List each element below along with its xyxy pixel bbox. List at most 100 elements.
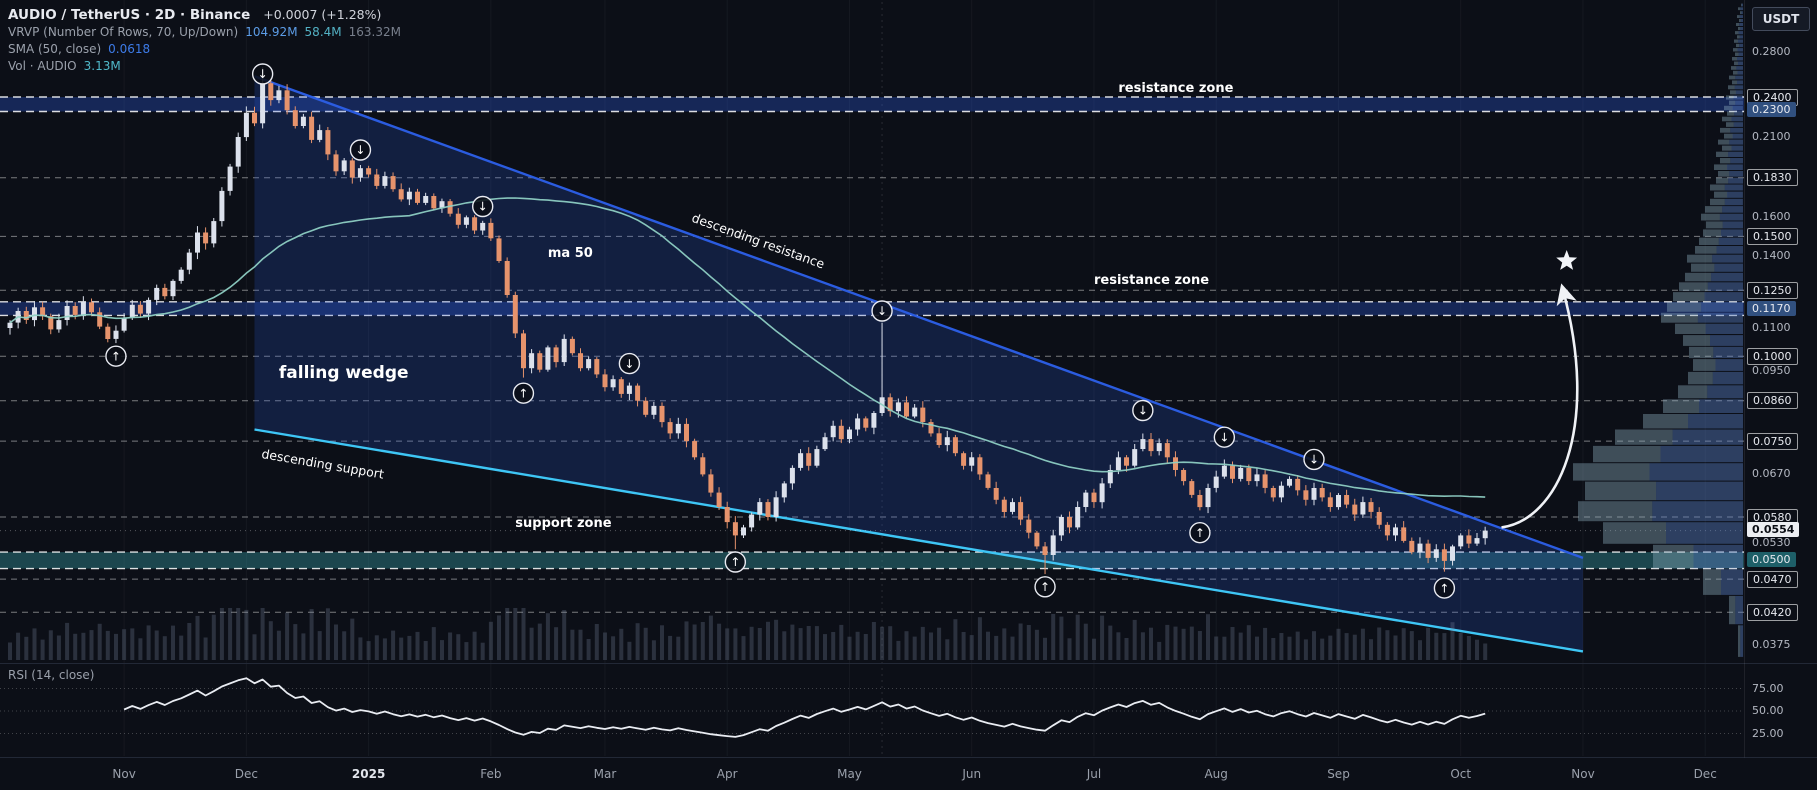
volume-bar — [660, 625, 664, 660]
candle-body — [1238, 467, 1244, 479]
down-arrow-marker[interactable]: ↓ — [1132, 399, 1154, 422]
price-axis-label: 0.0375 — [1752, 638, 1791, 652]
volume-bar — [1206, 614, 1210, 660]
volume-bar — [1312, 631, 1316, 660]
candle-body — [439, 201, 445, 209]
volume-bar — [757, 628, 762, 660]
candle-body — [333, 154, 339, 172]
time-axis[interactable]: Nov Dec 2025 Feb Mar Apr May Jun Jul Aug Sep Oct Nov… — [0, 758, 1817, 790]
candle-body — [276, 90, 282, 101]
up-arrow-marker[interactable]: ↑ — [105, 345, 127, 367]
down-arrow-marker[interactable]: ↓ — [251, 63, 274, 85]
volume-bar — [904, 631, 909, 660]
vrvp-row-down — [1738, 61, 1743, 66]
vrvp-row-down — [1733, 122, 1743, 127]
price-axis-label: 0.0860 — [1747, 392, 1798, 410]
descending-resistance-line[interactable] — [254, 75, 1584, 560]
volume-bar — [187, 623, 192, 660]
legend-vrvp-row[interactable]: VRVP (Number Of Rows, 70, Up/Down) 104.9… — [8, 24, 401, 41]
vrvp-row-up — [1738, 27, 1741, 31]
candle-body — [1067, 517, 1072, 528]
rsi-line[interactable] — [123, 677, 1486, 738]
vrvp-row-down — [1713, 346, 1743, 359]
candle-body — [1034, 532, 1040, 547]
price-axis[interactable]: 0.2800 0.2400 0.2300 0.2100 0.1830 0.1600 0.15… — [1744, 0, 1817, 758]
vrvp-row-down — [1730, 158, 1743, 164]
vrvp-row-up — [1615, 429, 1673, 445]
vrvp-row-up — [1729, 100, 1736, 105]
up-arrow-marker[interactable]: ↑ — [724, 551, 747, 573]
legend-symbol-row[interactable]: AUDIO / TetherUS · 2D · Binance +0.0007 … — [8, 6, 401, 24]
volume-bar — [114, 633, 118, 660]
volume-bar — [431, 627, 436, 660]
rsi-indicator-title[interactable]: RSI (14, close) — [8, 668, 95, 682]
candle-body — [806, 453, 812, 466]
volume-bar — [611, 636, 616, 660]
descending-support-line[interactable] — [254, 428, 1584, 653]
ma50-label[interactable]: ma 50 — [547, 245, 593, 261]
resistance-zone-upper-band[interactable] — [0, 97, 1744, 112]
currency-toggle-button[interactable]: USDT — [1752, 7, 1810, 31]
up-arrow-marker[interactable]: ↑ — [512, 382, 535, 404]
resistance-zone-mid-label[interactable]: resistance zone — [1094, 272, 1210, 288]
candle-body — [203, 232, 209, 244]
volume-bar — [847, 636, 852, 660]
resistance-zone-upper-label[interactable]: resistance zone — [1118, 80, 1234, 96]
up-arrow-marker[interactable]: ↑ — [1189, 522, 1211, 544]
candle-body — [463, 217, 469, 225]
down-arrow-marker[interactable]: ↓ — [349, 139, 372, 161]
candle-body — [569, 338, 575, 354]
breakout-arrow[interactable] — [1501, 283, 1579, 529]
volume-bar — [1271, 638, 1276, 660]
candle-body — [716, 492, 722, 507]
star-marker[interactable] — [1556, 250, 1578, 270]
vrvp-row-up — [1727, 111, 1735, 116]
candle-body — [1010, 502, 1015, 512]
up-arrow-marker[interactable]: ↑ — [1034, 576, 1056, 598]
candle-body — [260, 83, 266, 124]
candle-body — [1417, 543, 1423, 553]
sma-line[interactable] — [9, 197, 1486, 498]
down-arrow-marker[interactable]: ↓ — [1213, 426, 1236, 448]
down-arrow-marker[interactable]: ↓ — [618, 352, 641, 375]
down-arrow-marker[interactable]: ↓ — [472, 195, 494, 218]
candle-body — [651, 405, 657, 415]
svg-text:↑: ↑ — [730, 555, 740, 569]
vrvp-row-down — [1701, 302, 1743, 312]
vrvp-row-up — [1724, 105, 1733, 111]
candle-body — [863, 418, 869, 428]
falling-wedge-label[interactable]: falling wedge — [278, 363, 409, 384]
vrvp-row-up — [1685, 272, 1712, 282]
vrvp-row-up — [1732, 57, 1737, 61]
legend-volume-row[interactable]: Vol · AUDIO 3.13M — [8, 58, 401, 75]
volume-bar — [570, 629, 575, 660]
down-arrow-marker[interactable]: ↓ — [1303, 448, 1325, 471]
time-axis-label-nov: Nov — [1571, 767, 1595, 781]
volume-bar — [1116, 632, 1121, 660]
vrvp-row-down — [1722, 206, 1743, 213]
volume-bar — [594, 624, 599, 660]
up-arrow-marker[interactable]: ↑ — [1433, 577, 1456, 599]
volume-bar — [1181, 628, 1186, 660]
candle-body — [887, 397, 893, 412]
legend-sma-row[interactable]: SMA (50, close) 0.0618 — [8, 41, 401, 58]
vrvp-row-up — [1740, 11, 1742, 15]
candle-body — [765, 502, 771, 517]
down-arrow-marker[interactable]: ↓ — [871, 300, 893, 322]
falling-wedge-fill[interactable] — [254, 76, 1583, 652]
volume-bar — [130, 628, 135, 660]
volume-bar — [692, 624, 697, 660]
current-price-label: 0.0554 — [1747, 522, 1800, 538]
candle-body — [113, 330, 119, 339]
vrvp-row-up — [1678, 385, 1708, 399]
support-zone-label[interactable]: support zone — [515, 516, 612, 532]
candle-body — [773, 497, 779, 517]
candle-body — [928, 422, 934, 434]
support-zone-band[interactable] — [0, 552, 1744, 569]
price-axis-label: 0.0750 — [1747, 432, 1798, 450]
volume-bar — [1018, 623, 1023, 660]
volume-bar — [953, 619, 958, 660]
volume-bar — [1108, 625, 1113, 660]
candle-body — [944, 437, 950, 446]
